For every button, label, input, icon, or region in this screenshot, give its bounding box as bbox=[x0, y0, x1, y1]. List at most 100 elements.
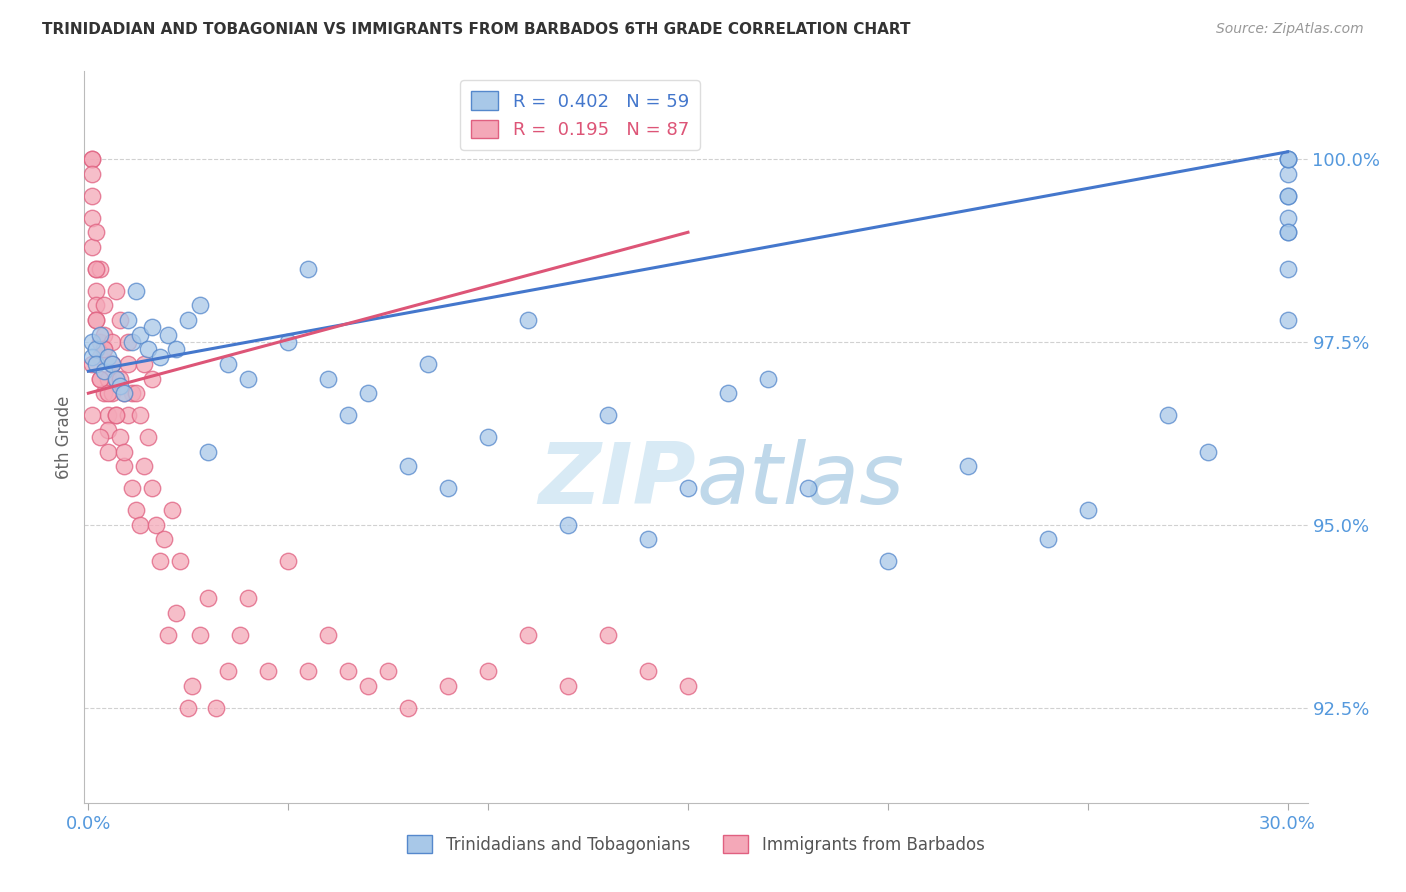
Point bbox=[377, 664, 399, 678]
Point bbox=[396, 459, 419, 474]
Point bbox=[105, 284, 128, 298]
Point bbox=[110, 430, 132, 444]
Point bbox=[1277, 211, 1299, 225]
Point bbox=[89, 327, 111, 342]
Point bbox=[101, 357, 124, 371]
Point bbox=[637, 533, 659, 547]
Point bbox=[125, 386, 148, 401]
Point bbox=[357, 679, 380, 693]
Point bbox=[277, 334, 299, 349]
Point bbox=[141, 320, 163, 334]
Point bbox=[86, 261, 108, 276]
Point bbox=[93, 364, 115, 378]
Text: Source: ZipAtlas.com: Source: ZipAtlas.com bbox=[1216, 22, 1364, 37]
Point bbox=[105, 371, 128, 385]
Point bbox=[117, 408, 139, 422]
Point bbox=[86, 313, 108, 327]
Point bbox=[121, 481, 143, 495]
Point bbox=[89, 261, 111, 276]
Point bbox=[1277, 152, 1299, 166]
Point bbox=[117, 357, 139, 371]
Point bbox=[205, 700, 228, 714]
Point bbox=[1277, 261, 1299, 276]
Point bbox=[136, 430, 159, 444]
Point bbox=[157, 627, 180, 641]
Point bbox=[93, 343, 115, 357]
Point bbox=[676, 481, 699, 495]
Point bbox=[797, 481, 820, 495]
Point bbox=[197, 444, 219, 458]
Point bbox=[134, 459, 156, 474]
Point bbox=[121, 386, 143, 401]
Point bbox=[217, 664, 239, 678]
Point bbox=[1277, 225, 1299, 239]
Text: ZIP: ZIP bbox=[538, 440, 696, 523]
Point bbox=[86, 313, 108, 327]
Point bbox=[477, 664, 499, 678]
Point bbox=[337, 408, 360, 422]
Point bbox=[82, 188, 104, 202]
Point bbox=[396, 700, 419, 714]
Point bbox=[89, 371, 111, 385]
Point bbox=[357, 386, 380, 401]
Point bbox=[97, 408, 120, 422]
Point bbox=[188, 298, 211, 312]
Point bbox=[217, 357, 239, 371]
Point bbox=[437, 481, 460, 495]
Point bbox=[1156, 408, 1178, 422]
Point bbox=[596, 408, 619, 422]
Point bbox=[136, 343, 159, 357]
Point bbox=[316, 371, 339, 385]
Y-axis label: 6th Grade: 6th Grade bbox=[55, 395, 73, 479]
Point bbox=[956, 459, 979, 474]
Point bbox=[93, 386, 115, 401]
Point bbox=[1197, 444, 1219, 458]
Point bbox=[101, 357, 124, 371]
Point bbox=[169, 554, 191, 568]
Point bbox=[86, 357, 108, 371]
Point bbox=[238, 371, 260, 385]
Point bbox=[876, 554, 898, 568]
Point bbox=[149, 350, 172, 364]
Point bbox=[112, 386, 135, 401]
Point bbox=[637, 664, 659, 678]
Point bbox=[86, 284, 108, 298]
Point bbox=[129, 408, 152, 422]
Point bbox=[162, 503, 184, 517]
Point bbox=[89, 350, 111, 364]
Point bbox=[82, 152, 104, 166]
Point bbox=[112, 386, 135, 401]
Point bbox=[337, 664, 360, 678]
Text: atlas: atlas bbox=[696, 440, 904, 523]
Point bbox=[86, 225, 108, 239]
Legend: Trinidadians and Tobagonians, Immigrants from Barbados: Trinidadians and Tobagonians, Immigrants… bbox=[401, 829, 991, 860]
Point bbox=[557, 679, 579, 693]
Point bbox=[89, 430, 111, 444]
Point bbox=[153, 533, 176, 547]
Point bbox=[1277, 313, 1299, 327]
Point bbox=[229, 627, 252, 641]
Point bbox=[177, 313, 200, 327]
Point bbox=[197, 591, 219, 605]
Point bbox=[418, 357, 440, 371]
Point bbox=[121, 334, 143, 349]
Point bbox=[82, 211, 104, 225]
Point bbox=[1277, 167, 1299, 181]
Point bbox=[86, 261, 108, 276]
Point bbox=[97, 423, 120, 437]
Text: TRINIDADIAN AND TOBAGONIAN VS IMMIGRANTS FROM BARBADOS 6TH GRADE CORRELATION CHA: TRINIDADIAN AND TOBAGONIAN VS IMMIGRANTS… bbox=[42, 22, 911, 37]
Point bbox=[1077, 503, 1099, 517]
Point bbox=[316, 627, 339, 641]
Point bbox=[129, 327, 152, 342]
Point bbox=[101, 357, 124, 371]
Point bbox=[86, 343, 108, 357]
Point bbox=[756, 371, 779, 385]
Point bbox=[517, 313, 540, 327]
Point bbox=[141, 371, 163, 385]
Point bbox=[557, 517, 579, 532]
Point bbox=[1277, 152, 1299, 166]
Point bbox=[134, 357, 156, 371]
Point bbox=[165, 606, 187, 620]
Point bbox=[105, 408, 128, 422]
Point bbox=[93, 327, 115, 342]
